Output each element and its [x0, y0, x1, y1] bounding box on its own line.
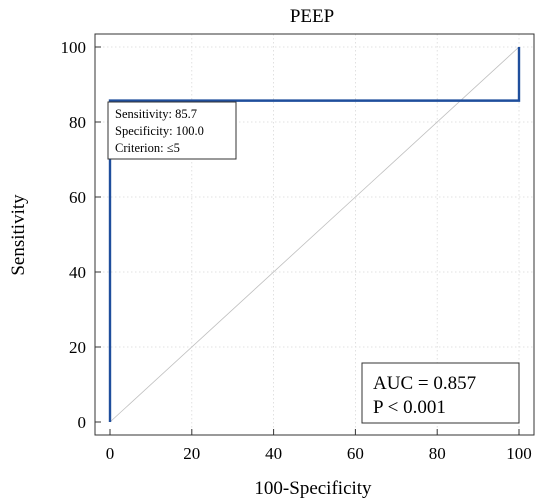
y-tick-label-0: 0 [78, 413, 87, 432]
auc-value: AUC = 0.857 [373, 373, 476, 394]
x-axis-title: 100-Specificity [254, 478, 372, 499]
p-value: P < 0.001 [373, 397, 446, 418]
y-tick-label-2: 40 [69, 263, 86, 282]
x-tick-label-5: 100 [506, 444, 532, 463]
y-tick-label-1: 20 [69, 338, 86, 357]
plot-frame [94, 33, 535, 436]
x-tick-label-0: 0 [106, 444, 115, 463]
grid [95, 34, 534, 435]
x-tick-label-1: 20 [183, 444, 200, 463]
criterion-sensitivity: Sensitivity: 85.7 [115, 107, 197, 121]
axis-ticks [95, 46, 520, 435]
y-axis-title: Sensitivity [8, 194, 29, 276]
criterion-value: Criterion: ≤5 [115, 141, 180, 155]
x-tick-label-3: 60 [347, 444, 364, 463]
y-tick-label-4: 80 [69, 113, 86, 132]
auc-box: AUC = 0.857 P < 0.001 [361, 362, 520, 424]
x-tick-label-4: 80 [429, 444, 446, 463]
roc-curve-line [108, 47, 521, 422]
y-tick-label-3: 60 [69, 188, 86, 207]
criterion-specificity: Specificity: 100.0 [115, 124, 204, 138]
x-tick-labels: 0 20 40 60 80 100 [106, 444, 532, 463]
reference-diagonal-line [109, 46, 520, 423]
criterion-box: Sensitivity: 85.7 Specificity: 100.0 Cri… [107, 101, 237, 160]
y-tick-labels: 0 20 40 60 80 100 [61, 38, 87, 432]
y-tick-label-5: 100 [61, 38, 87, 57]
chart-title: PEEP [290, 6, 334, 27]
x-tick-label-2: 40 [265, 444, 282, 463]
